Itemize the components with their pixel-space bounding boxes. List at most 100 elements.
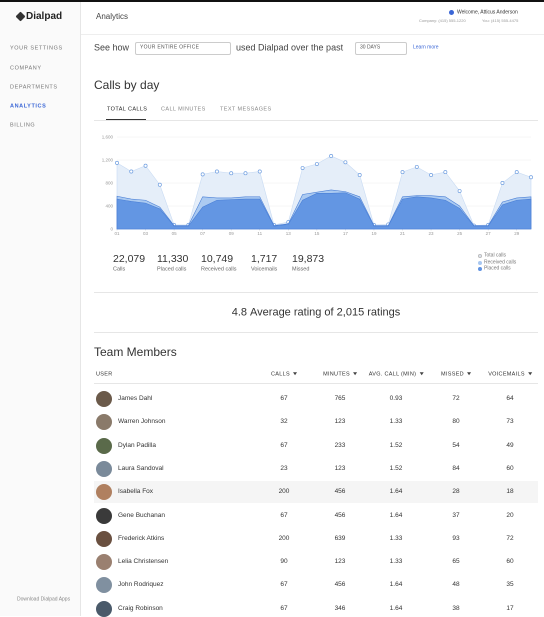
cell: 1.64 xyxy=(389,604,403,612)
sort-icon[interactable] xyxy=(352,372,357,376)
header xyxy=(81,2,544,35)
cell: 54 xyxy=(452,441,460,449)
nav-item[interactable]: ANALYTICS xyxy=(10,103,47,110)
rating-score: 4.8 xyxy=(231,306,248,319)
sort-icon[interactable] xyxy=(292,372,297,376)
user-name[interactable]: Dylan Padilla xyxy=(118,441,156,449)
stat-label: Voicemails xyxy=(251,266,278,273)
data-point xyxy=(400,170,405,175)
tab[interactable]: CALL MINUTES xyxy=(161,106,206,113)
user-name[interactable]: Laura Sandoval xyxy=(118,464,164,472)
legend-swatch xyxy=(478,254,482,258)
cell: 1.33 xyxy=(389,534,403,542)
cell: 1.33 xyxy=(389,557,403,565)
x-tick-label: 03 xyxy=(143,231,149,236)
nav-item[interactable]: COMPANY xyxy=(10,65,42,72)
data-point xyxy=(343,160,348,165)
cell: 65 xyxy=(452,557,460,565)
cell: 765 xyxy=(334,394,346,402)
column-header[interactable]: MISSED xyxy=(441,372,471,378)
data-point xyxy=(143,163,148,168)
user-name[interactable]: Craig Robinson xyxy=(118,604,163,612)
cell: 17 xyxy=(506,604,514,612)
user-name[interactable]: Lelia Christensen xyxy=(118,557,169,565)
legend-label: Total calls xyxy=(484,252,506,259)
tab[interactable]: TOTAL CALLS xyxy=(107,106,148,113)
x-tick-label: 23 xyxy=(429,231,435,236)
data-point xyxy=(514,170,519,175)
cell: 84 xyxy=(452,464,460,472)
nav-item[interactable]: BILLING xyxy=(10,122,36,129)
cell: 200 xyxy=(278,487,290,495)
x-tick-label: 19 xyxy=(371,231,377,236)
column-header[interactable]: MINUTES xyxy=(323,372,357,378)
tab-underline xyxy=(106,119,146,120)
stat-label: Missed xyxy=(292,266,310,273)
cell: 67 xyxy=(280,441,288,449)
nav-item[interactable]: DEPARTMENTS xyxy=(10,84,58,91)
scope-select[interactable] xyxy=(135,42,231,55)
filter-text: used Dialpad over the past xyxy=(236,42,344,53)
user-name[interactable]: Isabella Fox xyxy=(118,487,154,495)
column-header[interactable]: AVG. CALL (MIN) xyxy=(369,372,424,378)
cell: 0.93 xyxy=(389,394,403,402)
sort-icon[interactable] xyxy=(466,372,471,376)
avatar xyxy=(96,484,112,501)
period-select[interactable] xyxy=(355,42,407,55)
area xyxy=(116,192,532,230)
data-point xyxy=(115,160,119,165)
y-tick-label: 800 xyxy=(105,181,113,186)
avatar xyxy=(96,437,112,454)
logo: Dialpad xyxy=(26,11,63,22)
scope-value[interactable]: YOUR ENTIRE OFFICE xyxy=(140,44,200,51)
cell: 1.64 xyxy=(389,581,403,589)
cell: 346 xyxy=(334,604,346,612)
cell: 80 xyxy=(452,418,460,426)
y-tick-label: 1,200 xyxy=(102,158,114,163)
data-point xyxy=(243,171,248,176)
learn-more-link[interactable]: Learn more xyxy=(413,44,439,51)
section-title: Team Members xyxy=(94,345,177,359)
cell: 123 xyxy=(334,557,346,565)
column-header: USER xyxy=(96,371,113,378)
data-point xyxy=(200,172,205,177)
stat-label: Calls xyxy=(113,266,126,273)
period-value[interactable]: 30 DAYS xyxy=(360,44,381,51)
sort-icon[interactable] xyxy=(419,372,424,376)
user-name[interactable]: James Dahl xyxy=(118,394,153,402)
user-name[interactable]: Warren Johnson xyxy=(118,418,166,426)
data-point xyxy=(500,181,505,185)
tab[interactable]: TEXT MESSAGES xyxy=(220,106,272,113)
stat-label: Placed calls xyxy=(157,266,187,273)
x-tick-label: 01 xyxy=(114,231,120,236)
x-tick-label: 21 xyxy=(400,231,406,236)
column-header[interactable]: VOICEMAILS xyxy=(488,372,532,378)
section-title: Calls by day xyxy=(94,78,160,92)
cell: 35 xyxy=(506,581,514,589)
cell: 1.52 xyxy=(389,441,403,449)
user-name[interactable]: Frederick Atkins xyxy=(118,534,165,542)
x-tick-label: 07 xyxy=(200,231,206,236)
data-point xyxy=(329,154,334,158)
data-point xyxy=(429,173,434,177)
column-header[interactable]: CALLS xyxy=(271,372,297,378)
rating-text: Average rating of 2,015 ratings xyxy=(250,306,401,319)
avatar xyxy=(96,530,112,547)
sort-icon[interactable] xyxy=(527,372,532,376)
nav-item[interactable]: YOUR SETTINGS xyxy=(10,45,63,52)
cell: 639 xyxy=(334,534,346,542)
cell: 67 xyxy=(280,604,288,612)
avatar xyxy=(96,600,112,617)
cell: 93 xyxy=(452,534,460,542)
y-tick-label: 400 xyxy=(105,204,113,209)
cell: 456 xyxy=(334,511,346,519)
row-highlight xyxy=(94,481,538,504)
status-icon xyxy=(449,10,454,15)
user-name[interactable]: Gene Buchanan xyxy=(118,511,165,519)
download-link[interactable]: Download Dialpad Apps xyxy=(17,596,71,603)
cell: 48 xyxy=(452,581,460,589)
user-name[interactable]: John Rodriquez xyxy=(118,581,164,589)
data-point xyxy=(157,182,162,187)
data-point xyxy=(257,169,262,174)
